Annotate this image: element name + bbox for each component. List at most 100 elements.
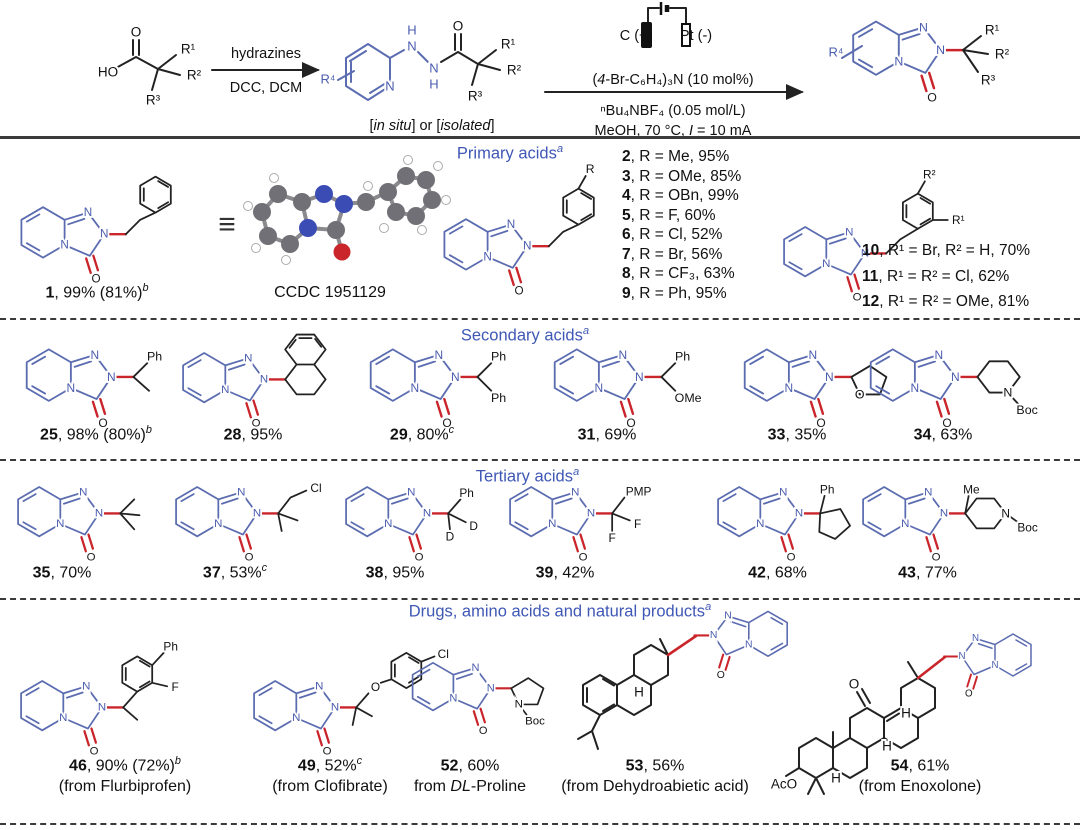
- f-label: F: [171, 680, 178, 694]
- ccdc-label: CCDC 1951129: [274, 284, 386, 301]
- structure-product-general: R⁴ R¹ R² R³: [827, 18, 1012, 107]
- structure-compound-29: Ph Ph: [368, 346, 508, 432]
- me-label: Me: [963, 483, 980, 497]
- structure-compound-49: O Cl: [252, 645, 451, 760]
- structure-compound-33: O: [742, 346, 888, 432]
- ph-label: Ph: [675, 350, 690, 364]
- list-item: 8, R = CF₃, 63%: [622, 265, 735, 282]
- list-item: 5, R = F, 60%: [622, 206, 716, 224]
- section-title-tertiary-acids: Tertiary acidsa: [475, 466, 580, 486]
- list-item: 2, R = Me, 95%: [622, 148, 730, 165]
- structure-carboxylic-acid: HO O R¹ R² R³: [96, 23, 204, 110]
- ring-n-label: N: [1001, 506, 1010, 520]
- structure-compound-52: N Boc: [410, 660, 547, 739]
- structure-compound-42: Ph: [716, 481, 851, 566]
- in-situ-caption: [in situ] or [isolated]: [370, 118, 495, 134]
- h-label: H: [882, 739, 892, 754]
- compound-38-label: 38, 95%: [365, 564, 425, 582]
- r3-label: R³: [981, 73, 996, 88]
- compound-43-label: 43, 77%: [898, 564, 957, 582]
- structure-compound-25: Ph: [24, 346, 164, 432]
- o-label: O: [131, 25, 142, 40]
- compound-35-label: 35, 70%: [32, 564, 92, 582]
- compound-49-label: 49, 52%c (from Clofibrate): [272, 755, 388, 796]
- section-divider-dashed: [0, 459, 1080, 461]
- ome-label: OMe: [675, 391, 702, 405]
- ketone-o-label: O: [849, 677, 860, 692]
- compound-54-label: 54, 61% (from Enoxolone): [858, 757, 982, 796]
- compound-46-label: 46, 90% (72%)b (from Flurbiprofen): [58, 755, 192, 796]
- ring-n-label: N: [1003, 386, 1012, 400]
- compound-31-label: 31, 69%: [577, 426, 637, 444]
- condition-line-3: MeOH, 70 °C, I = 10 mA: [595, 123, 752, 139]
- equivalence-symbol: ≡: [218, 208, 236, 241]
- r2-label: R²: [995, 47, 1010, 62]
- compound-37-label: 37, 53%c: [202, 562, 268, 582]
- list-item: 4, R = OBn, 99%: [622, 187, 739, 204]
- r1-label: R¹: [501, 37, 516, 52]
- list-item: 10, R¹ = Br, R² = H, 70%: [862, 242, 1030, 259]
- structure-compound-37: Cl: [174, 479, 323, 566]
- compound-52-label: 52, 60% from DL-Proline: [413, 757, 527, 796]
- r-label: R: [586, 162, 595, 176]
- ring-o-label: O: [855, 387, 865, 401]
- d-label: D: [446, 529, 455, 543]
- f-label: F: [634, 517, 641, 531]
- r1-label: R¹: [985, 23, 1000, 38]
- r2-label: R²: [507, 63, 522, 78]
- section-divider-dashed: [0, 823, 1080, 825]
- compound-33-label: 33, 35%: [767, 426, 827, 444]
- compound-53-label: 53, 56% (from Dehydroabietic acid): [561, 757, 749, 796]
- crystal-atoms: [243, 155, 451, 265]
- structure-compound-35: [16, 484, 141, 566]
- ring-n-label: N: [515, 698, 523, 710]
- section-divider-solid: [0, 136, 1080, 139]
- r4-label: R⁴: [321, 72, 336, 87]
- structure-compound-54: O AcO H H H: [769, 631, 1033, 795]
- structure-hydrazide-intermediate: R⁴ N N H N H O R¹ R² R³ [in situ] or [is…: [319, 17, 524, 135]
- aco-label: AcO: [771, 777, 797, 792]
- list-item: 12, R¹ = R² = OMe, 81%: [862, 293, 1030, 310]
- ether-o-label: O: [371, 680, 380, 694]
- structure-compound-46: F Ph: [19, 638, 180, 760]
- pyridine-n-label: N: [385, 79, 394, 94]
- structure-compound-28: [181, 333, 327, 432]
- electrode-cell-icon: [641, 2, 691, 48]
- section-title-primary-acids: Primary acidsa: [456, 143, 564, 163]
- d-label: D: [469, 519, 478, 533]
- nh-n2-label: N: [429, 61, 438, 76]
- ph-label: Ph: [491, 391, 506, 405]
- list-item: 6, R = Cl, 52%: [622, 226, 723, 243]
- r2-label: R²: [187, 68, 202, 83]
- pmp-label: PMP: [626, 484, 652, 498]
- structure-compound-31: Ph OMe: [552, 346, 703, 432]
- top-reaction-scheme: HO O R¹ R² R³ hydrazines DCC, DCM R⁴ N N…: [96, 2, 1012, 139]
- r4-label: R⁴: [829, 45, 844, 60]
- ph-label: Ph: [820, 483, 835, 497]
- h-label: H: [831, 771, 841, 786]
- structure-compound-34: N Boc: [868, 346, 1040, 432]
- arrow1-bottom-text: DCC, DCM: [230, 80, 303, 96]
- structure-compound-38: Ph D D: [344, 484, 480, 566]
- ho-label: HO: [98, 65, 118, 80]
- list-item: 9, R = Ph, 95%: [622, 284, 727, 302]
- r3-label: R³: [146, 93, 161, 108]
- reaction-arrow-2: C (+) Pt (-) (4-Br-C₆H₄)₃N (10 mol%) ⁿBu…: [544, 2, 804, 139]
- disubstituted-list: 10, R¹ = Br, R² = H, 70% 11, R¹ = R² = C…: [862, 238, 1030, 315]
- compound-42-label: 42, 68%: [748, 564, 807, 582]
- boc-label: Boc: [1017, 521, 1038, 535]
- list-item: 3, R = OMe, 85%: [622, 167, 742, 185]
- crystal-structure-image: [243, 155, 451, 265]
- structure-compound-53: H: [577, 609, 789, 750]
- compound-34-label: 34, 63%: [913, 426, 973, 444]
- structure-compound-1: [19, 175, 172, 288]
- section-title-drugs-natural-products: Drugs, amino acids and natural productsa: [408, 601, 712, 621]
- boc-label: Boc: [525, 715, 545, 727]
- section-divider-dashed: [0, 318, 1080, 320]
- nh-n1-label: N: [407, 39, 416, 54]
- ph-label: Ph: [491, 350, 506, 364]
- ph-label: Ph: [163, 640, 178, 654]
- compound-1-label: 1, 99% (81%)b: [45, 282, 149, 302]
- arrow1-top-text: hydrazines: [231, 46, 301, 62]
